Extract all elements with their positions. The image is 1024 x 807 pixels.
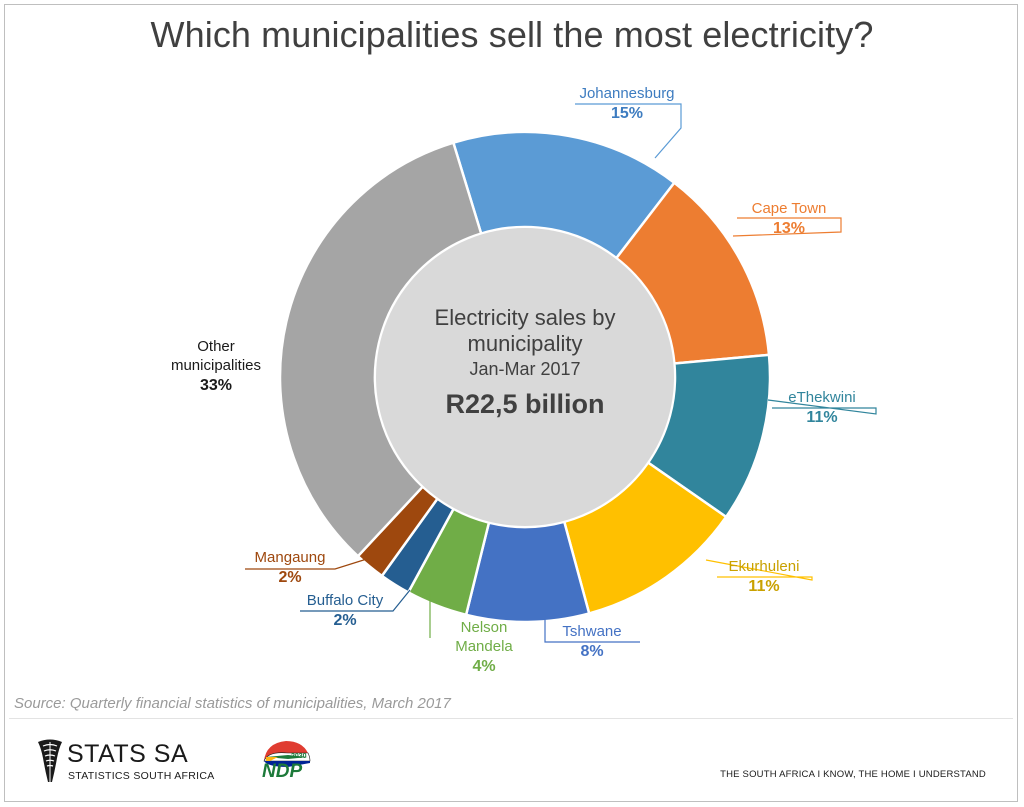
label-johannesburg: Johannesburg 15%	[575, 85, 682, 159]
value-label-other-municipalities: 33%	[200, 377, 232, 394]
category-label-ethekwini: eThekwini	[788, 389, 856, 406]
label-ethekwini: eThekwini 11%	[767, 389, 877, 426]
label-mangaung: Mangaung 2%	[245, 549, 371, 586]
value-label-buffalo-city: 2%	[333, 612, 356, 629]
center-label-period: Jan-Mar 2017	[469, 359, 580, 379]
label-ekurhuleni: Ekurhuleni 11%	[705, 558, 813, 595]
value-label-johannesburg: 15%	[611, 105, 643, 122]
category-label-nelson-mandela: Mandela	[455, 638, 513, 655]
value-label-tshwane: 8%	[580, 643, 603, 660]
leader-line-mangaung	[245, 557, 371, 570]
donut-center	[376, 228, 674, 526]
leader-line-buffalo-city	[300, 589, 411, 612]
category-label-other-municipalities: municipalities	[171, 357, 261, 374]
leader-line-johannesburg	[575, 103, 682, 159]
value-label-ekurhuleni: 11%	[748, 578, 779, 595]
label-nelson-mandela: Nelson Mandela 4%	[429, 594, 513, 675]
stats-sa-emblem-icon	[38, 739, 62, 782]
stats-sa-logo: STATS SA STATISTICS SOUTH AFRICA	[35, 738, 215, 786]
stats-sa-subtitle: STATISTICS SOUTH AFRICA	[68, 770, 215, 782]
center-label-total: R22,5 billion	[445, 389, 604, 419]
ndp-logo: 2030 NDP	[258, 737, 314, 789]
chart-title: Which municipalities sell the most elect…	[150, 14, 874, 55]
label-buffalo-city: Buffalo City 2%	[300, 589, 411, 629]
leader-line-tshwane	[544, 614, 640, 643]
category-label-johannesburg: Johannesburg	[579, 85, 674, 102]
leader-line-ethekwini	[767, 399, 877, 415]
source-note: Source: Quarterly financial statistics o…	[14, 695, 451, 712]
center-label-line2: municipality	[468, 331, 583, 356]
category-label-mangaung: Mangaung	[255, 549, 326, 566]
label-cape-town: Cape Town 13%	[732, 200, 842, 237]
value-label-mangaung: 2%	[278, 569, 301, 586]
value-label-cape-town: 13%	[773, 220, 805, 237]
slice-other-municipalities	[278, 141, 483, 558]
value-label-nelson-mandela: 4%	[472, 658, 495, 675]
stats-sa-name: STATS SA	[67, 740, 189, 768]
leader-line-ekurhuleni	[705, 559, 813, 581]
center-label-line1: Electricity sales by	[435, 305, 616, 330]
category-label-other-municipalities: Other	[197, 338, 235, 355]
category-label-buffalo-city: Buffalo City	[307, 592, 384, 609]
category-label-tshwane: Tshwane	[562, 623, 621, 640]
category-label-cape-town: Cape Town	[752, 200, 827, 217]
category-label-ekurhuleni: Ekurhuleni	[729, 558, 800, 575]
ndp-text: NDP	[262, 761, 303, 782]
ndp-flag-icon	[263, 741, 311, 767]
footer-tagline: THE SOUTH AFRICA I KNOW, THE HOME I UNDE…	[720, 769, 986, 780]
footer-divider	[9, 718, 1013, 719]
category-label-nelson-mandela: Nelson	[461, 619, 508, 636]
value-label-ethekwini: 11%	[806, 409, 837, 426]
label-other-municipalities: Other municipalities 33%	[171, 338, 261, 394]
ndp-year: 2030	[291, 753, 307, 760]
leader-line-cape-town	[732, 217, 842, 237]
label-tshwane: Tshwane 8%	[544, 614, 640, 660]
